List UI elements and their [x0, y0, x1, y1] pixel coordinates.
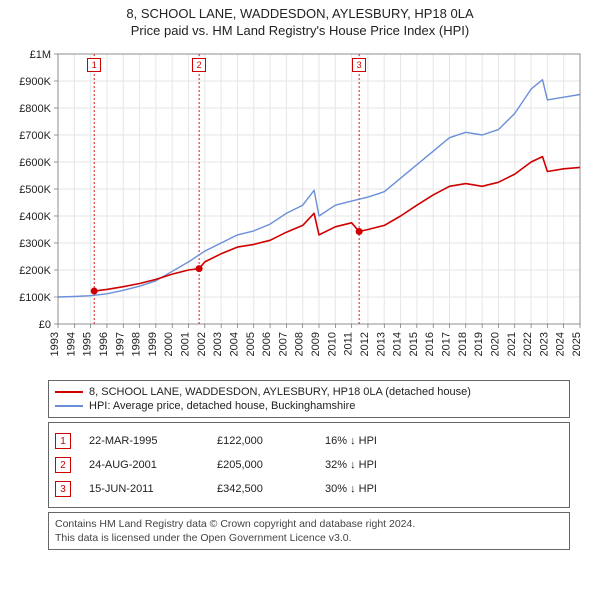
svg-text:1993: 1993	[49, 332, 61, 356]
sale-date: 24-AUG-2001	[89, 459, 199, 471]
svg-text:1998: 1998	[131, 332, 143, 356]
sale-date: 15-JUN-2011	[89, 483, 199, 495]
sale-marker-1: 1	[87, 58, 101, 72]
svg-text:2019: 2019	[473, 332, 485, 356]
svg-text:2018: 2018	[457, 332, 469, 356]
svg-text:£500K: £500K	[19, 184, 51, 196]
svg-text:£200K: £200K	[19, 265, 51, 277]
sale-date: 22-MAR-1995	[89, 435, 199, 447]
svg-text:2014: 2014	[392, 332, 404, 356]
svg-text:2021: 2021	[506, 332, 518, 356]
licence-notice: Contains HM Land Registry data © Crown c…	[48, 512, 570, 550]
svg-text:2012: 2012	[359, 332, 371, 356]
svg-text:2016: 2016	[424, 332, 436, 356]
svg-text:2003: 2003	[212, 332, 224, 356]
svg-text:£1M: £1M	[30, 49, 51, 61]
sale-marker-3: 3	[352, 58, 366, 72]
legend-swatch	[55, 405, 83, 407]
licence-line2: This data is licensed under the Open Gov…	[55, 531, 563, 545]
svg-text:2009: 2009	[310, 332, 322, 356]
legend-label: 8, SCHOOL LANE, WADDESDON, AYLESBURY, HP…	[89, 386, 471, 398]
svg-text:2024: 2024	[555, 332, 567, 356]
svg-text:£0: £0	[39, 319, 51, 331]
svg-text:2015: 2015	[408, 332, 420, 356]
svg-text:£700K: £700K	[19, 130, 51, 142]
svg-text:2004: 2004	[228, 332, 240, 356]
svg-text:1995: 1995	[82, 332, 94, 356]
svg-text:2010: 2010	[326, 332, 338, 356]
legend-label: HPI: Average price, detached house, Buck…	[89, 400, 355, 412]
sales-table: 1 22-MAR-1995 £122,000 16% ↓ HPI 2 24-AUG-200…	[48, 422, 570, 508]
sale-delta: 32% ↓ HPI	[325, 459, 377, 471]
svg-text:£300K: £300K	[19, 238, 51, 250]
svg-text:2025: 2025	[571, 332, 583, 356]
sale-row: 2 24-AUG-2001 £205,000 32% ↓ HPI	[55, 453, 563, 477]
svg-text:1994: 1994	[65, 332, 77, 356]
svg-text:1996: 1996	[98, 332, 110, 356]
svg-text:2020: 2020	[489, 332, 501, 356]
svg-text:£100K: £100K	[19, 292, 51, 304]
sale-price: £342,500	[217, 483, 307, 495]
svg-text:2023: 2023	[538, 332, 550, 356]
svg-text:2007: 2007	[277, 332, 289, 356]
legend: 8, SCHOOL LANE, WADDESDON, AYLESBURY, HP…	[48, 380, 570, 418]
svg-text:2006: 2006	[261, 332, 273, 356]
svg-text:2001: 2001	[180, 332, 192, 356]
sale-index: 2	[55, 457, 71, 473]
chart-area: £0 £100K £200K £300K £400K £500K £600K £700K £80…	[10, 44, 590, 374]
sale-row: 1 22-MAR-1995 £122,000 16% ↓ HPI	[55, 429, 563, 453]
svg-text:2013: 2013	[375, 332, 387, 356]
svg-text:£400K: £400K	[19, 211, 51, 223]
legend-item: HPI: Average price, detached house, Buck…	[55, 399, 563, 413]
legend-swatch	[55, 391, 83, 393]
svg-text:2011: 2011	[343, 332, 355, 356]
svg-text:2022: 2022	[522, 332, 534, 356]
svg-text:£900K: £900K	[19, 76, 51, 88]
sale-row: 3 15-JUN-2011 £342,500 30% ↓ HPI	[55, 477, 563, 501]
sale-marker-2: 2	[192, 58, 206, 72]
svg-text:£600K: £600K	[19, 157, 51, 169]
sale-price: £122,000	[217, 435, 307, 447]
sale-index: 3	[55, 481, 71, 497]
svg-text:£800K: £800K	[19, 103, 51, 115]
svg-text:1997: 1997	[114, 332, 126, 356]
svg-text:2000: 2000	[163, 332, 175, 356]
chart-title-line2: Price paid vs. HM Land Registry's House …	[0, 23, 600, 38]
svg-text:1999: 1999	[147, 332, 159, 356]
price-chart: £0 £100K £200K £300K £400K £500K £600K £700K £80…	[10, 44, 590, 374]
sale-index: 1	[55, 433, 71, 449]
svg-text:2017: 2017	[441, 332, 453, 356]
svg-text:2008: 2008	[294, 332, 306, 356]
sale-price: £205,000	[217, 459, 307, 471]
svg-text:2005: 2005	[245, 332, 257, 356]
licence-line1: Contains HM Land Registry data © Crown c…	[55, 517, 563, 531]
chart-title-line1: 8, SCHOOL LANE, WADDESDON, AYLESBURY, HP…	[0, 0, 600, 21]
svg-text:2002: 2002	[196, 332, 208, 356]
legend-item: 8, SCHOOL LANE, WADDESDON, AYLESBURY, HP…	[55, 385, 563, 399]
sale-delta: 30% ↓ HPI	[325, 483, 377, 495]
sale-delta: 16% ↓ HPI	[325, 435, 377, 447]
